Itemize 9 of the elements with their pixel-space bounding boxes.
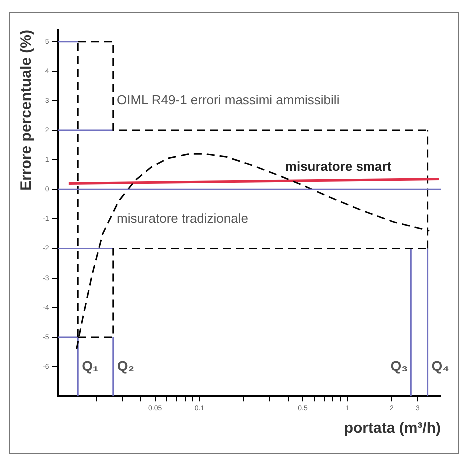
annotation: Q₃ — [390, 358, 408, 374]
annotation: misuratore tradizionale — [116, 210, 249, 226]
annotation: Q₁ — [82, 358, 100, 374]
annotation: Q₄ — [432, 358, 450, 374]
annotation: Q₂ — [117, 358, 135, 374]
annotation: misuratore smart — [285, 159, 392, 174]
x-axis-title: portata (m³/h) — [344, 420, 441, 438]
y-axis-title: Errore percentuale (%) — [18, 30, 36, 191]
annotation: OIML R49-1 errori massimi ammissibili — [116, 92, 340, 108]
